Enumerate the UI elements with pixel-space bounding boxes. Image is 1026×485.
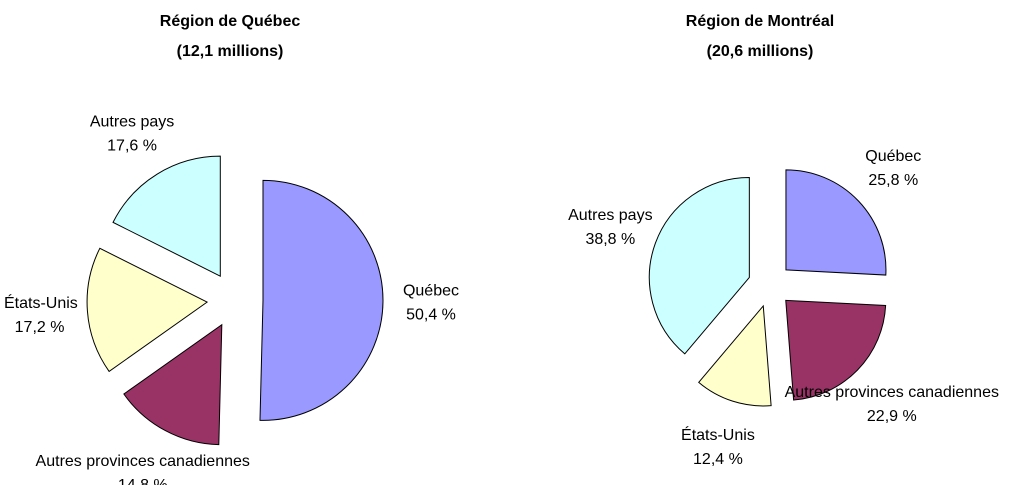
slice-value-label: 14,8 % bbox=[118, 477, 168, 485]
chart-subtitle: (12,1 millions) bbox=[177, 43, 284, 60]
pie-slice bbox=[259, 179, 384, 421]
chart-title: Région de Québec bbox=[160, 13, 301, 30]
slice-value-label: 38,8 % bbox=[585, 231, 635, 248]
slice-value-label: 50,4 % bbox=[406, 307, 456, 324]
pie-slice bbox=[785, 169, 887, 276]
slice-value-label: 12,4 % bbox=[693, 451, 743, 468]
slice-label: Autres pays bbox=[90, 113, 174, 130]
pie-slice bbox=[112, 155, 221, 277]
slice-label: États-Unis bbox=[4, 293, 78, 312]
slice-value-label: 25,8 % bbox=[868, 172, 918, 189]
slice-label: Autres pays bbox=[568, 207, 652, 224]
chart-subtitle: (20,6 millions) bbox=[707, 43, 814, 60]
slice-label: Québec bbox=[403, 283, 459, 300]
pie-slice bbox=[86, 247, 209, 373]
slice-value-label: 17,2 % bbox=[15, 319, 65, 336]
slice-label: Québec bbox=[865, 148, 921, 165]
slice-value-label: 17,6 % bbox=[107, 137, 157, 154]
chart-title: Région de Montréal bbox=[686, 13, 834, 30]
slice-label: Autres provinces canadiennes bbox=[785, 384, 999, 401]
pie-slice bbox=[123, 323, 223, 446]
slice-label: Autres provinces canadiennes bbox=[36, 453, 250, 470]
pie-slice bbox=[785, 299, 887, 401]
pie-slice bbox=[698, 304, 772, 407]
slice-value-label: 22,9 % bbox=[867, 408, 917, 425]
pie-slice bbox=[648, 176, 750, 355]
slice-label: États-Unis bbox=[681, 425, 755, 444]
